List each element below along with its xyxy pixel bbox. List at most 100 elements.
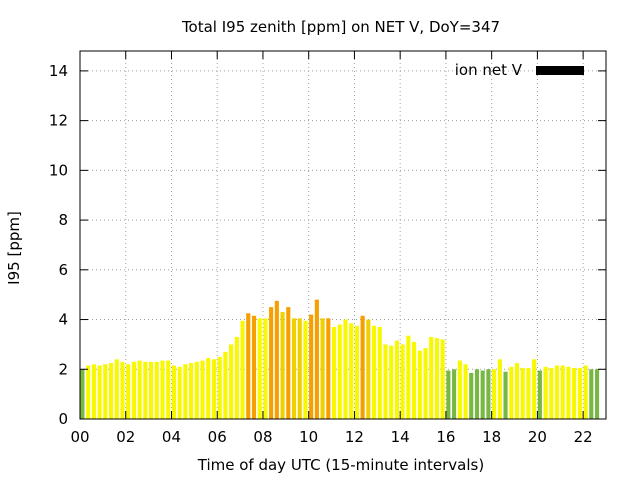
bar (566, 366, 571, 419)
x-tick-label: 12 (345, 428, 364, 446)
bar (108, 363, 114, 419)
bar (97, 365, 102, 419)
bar (463, 364, 468, 419)
bar (400, 344, 405, 419)
x-tick-label: 20 (528, 428, 547, 446)
x-tick-label: 18 (482, 428, 501, 446)
legend-swatch (536, 66, 584, 75)
bar (469, 373, 474, 419)
bar (360, 315, 365, 419)
plot-frame (79, 50, 607, 420)
bar (543, 366, 548, 419)
bar (217, 356, 222, 419)
bar (429, 336, 434, 419)
axis-ticks (79, 51, 606, 420)
y-tick-label: 12 (49, 112, 68, 130)
bar (240, 320, 245, 419)
y-tick-label: 14 (49, 62, 68, 80)
bar (303, 320, 308, 419)
y-tick-label: 6 (58, 261, 68, 279)
bar (80, 369, 85, 419)
bar (326, 318, 331, 419)
x-tick-label: 08 (253, 428, 272, 446)
bar (120, 361, 125, 419)
bar (497, 359, 502, 419)
x-tick-labels: 00 02 04 06 08 10 12 14 16 18 20 22 (70, 428, 592, 446)
bar (154, 361, 159, 419)
legend: ion net V (455, 61, 584, 79)
bar (383, 344, 388, 419)
bar (537, 370, 542, 419)
bar (594, 369, 600, 419)
bar (297, 318, 302, 419)
bar (166, 360, 171, 419)
bar (131, 361, 136, 419)
bar (457, 360, 462, 419)
bar (274, 300, 279, 419)
bar (229, 344, 234, 419)
bar (183, 364, 188, 419)
bar (103, 364, 108, 419)
bar (86, 365, 91, 419)
bar (589, 369, 594, 419)
bar (331, 327, 337, 419)
bar (474, 369, 480, 419)
bar (514, 363, 520, 419)
bar (532, 359, 537, 419)
bar (91, 364, 96, 419)
x-axis-title: Time of day UTC (15-minute intervals) (197, 456, 484, 474)
bar (492, 369, 497, 419)
y-axis-title: I95 [ppm] (5, 211, 23, 285)
legend-label: ion net V (455, 61, 523, 79)
bar (223, 351, 228, 419)
bar (337, 324, 342, 419)
x-tick-label: 14 (391, 428, 410, 446)
bar (343, 319, 348, 419)
bar (349, 323, 354, 419)
bar (320, 318, 325, 419)
bar (366, 319, 371, 419)
bar (446, 370, 451, 419)
bar (234, 336, 239, 419)
bar (440, 339, 445, 419)
bar (583, 365, 588, 419)
y-tick-label: 8 (58, 211, 68, 229)
bar (194, 361, 199, 419)
bar (417, 350, 422, 419)
bar (520, 368, 525, 419)
x-tick-label: 04 (162, 428, 181, 446)
bar (291, 318, 297, 419)
bar (377, 327, 382, 419)
bar (423, 348, 428, 419)
bar (257, 318, 262, 419)
bar (486, 369, 491, 419)
bar (280, 312, 285, 419)
bar (160, 360, 165, 419)
bar (394, 340, 399, 419)
bar (246, 313, 251, 419)
x-tick-label: 02 (116, 428, 135, 446)
grid (80, 51, 606, 419)
bar (200, 360, 205, 419)
chart-title: Total I95 zenith [ppm] on NET V, DoY=347 (181, 18, 500, 36)
bar (126, 364, 131, 419)
bar (503, 371, 508, 419)
y-tick-label: 10 (49, 161, 68, 179)
bar (206, 358, 211, 419)
bar (143, 361, 148, 419)
bar (269, 307, 274, 419)
x-tick-label: 10 (299, 428, 318, 446)
bar (314, 299, 319, 419)
bar (177, 366, 182, 419)
bar (389, 345, 394, 419)
y-tick-label: 4 (58, 311, 68, 329)
x-tick-label: 06 (208, 428, 227, 446)
x-tick-label: 22 (574, 428, 593, 446)
bar (412, 341, 417, 419)
bar (263, 318, 268, 419)
bar (137, 360, 142, 419)
bar (434, 338, 439, 419)
y-tick-label: 0 (58, 410, 68, 428)
x-tick-label: 16 (436, 428, 455, 446)
bar (406, 335, 411, 419)
